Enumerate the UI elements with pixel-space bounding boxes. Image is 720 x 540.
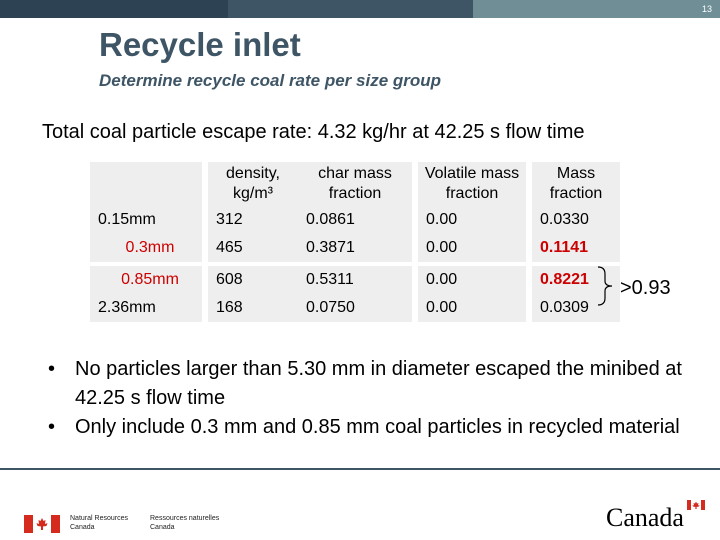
cell-density: 168 bbox=[202, 294, 298, 322]
canada-flag-icon bbox=[24, 515, 60, 533]
cell-mass-fraction: 0.0309 bbox=[526, 294, 620, 322]
footer-en-line: Natural Resources bbox=[70, 515, 128, 522]
header-density: density, kg/m³ bbox=[202, 162, 298, 206]
cell-size: 0.3mm bbox=[90, 234, 202, 262]
right-brace-icon bbox=[597, 266, 613, 306]
table-body: 0.15mm 312 0.0861 0.00 0.0330 0.3mm 465 0.3871 0… bbox=[90, 206, 620, 322]
header-bar-segment bbox=[228, 0, 473, 18]
header-bar-segment bbox=[0, 0, 228, 18]
cell-density: 312 bbox=[202, 206, 298, 234]
table-row: 2.36mm 168 0.0750 0.00 0.0309 bbox=[90, 294, 620, 322]
bullet-text: No particles larger than 5.30 mm in diam… bbox=[75, 358, 682, 409]
page-number: 13 bbox=[701, 4, 712, 14]
bullet-text: Only include 0.3 mm and 0.85 mm coal par… bbox=[75, 416, 680, 438]
cell-char-mass: 0.0861 bbox=[298, 206, 412, 234]
cell-size: 0.15mm bbox=[90, 206, 202, 234]
cell-density: 465 bbox=[202, 234, 298, 262]
cell-size: 0.85mm bbox=[90, 262, 202, 294]
table-row: 0.15mm 312 0.0861 0.00 0.0330 bbox=[90, 206, 620, 234]
footer-fr-line: Ressources naturelles bbox=[150, 515, 220, 522]
wordmark-flag-icon bbox=[687, 500, 705, 510]
footer-divider bbox=[0, 468, 720, 470]
table-row: 0.85mm 608 0.5311 0.00 0.8221 bbox=[90, 262, 620, 294]
slide-title: Recycle inlet bbox=[99, 26, 301, 63]
cell-mass-fraction: 0.1141 bbox=[526, 234, 620, 262]
header-mass-fraction: Mass fraction bbox=[526, 162, 620, 206]
header-volatile-mass: Volatile mass fraction bbox=[412, 162, 526, 206]
header-size bbox=[90, 162, 202, 206]
cell-volatile-mass: 0.00 bbox=[412, 206, 526, 234]
cell-mass-fraction: 0.8221 bbox=[526, 262, 620, 294]
cell-char-mass: 0.5311 bbox=[298, 262, 412, 294]
cell-size: 2.36mm bbox=[90, 294, 202, 322]
list-item: • No particles larger than 5.30 mm in di… bbox=[48, 355, 688, 413]
cell-density: 608 bbox=[202, 262, 298, 294]
header-char-mass: char mass fraction bbox=[298, 162, 412, 206]
footer-en-line: Canada bbox=[70, 524, 95, 531]
header-bar bbox=[0, 0, 720, 18]
footer-french-name: Ressources naturelles Canada bbox=[150, 514, 219, 532]
cell-mass-fraction: 0.0330 bbox=[526, 206, 620, 234]
canada-wordmark: Canada bbox=[606, 503, 684, 532]
combined-fraction-label: >0.93 bbox=[620, 277, 671, 299]
cell-volatile-mass: 0.00 bbox=[412, 234, 526, 262]
footer-english-name: Natural Resources Canada bbox=[70, 514, 128, 532]
bullet-list: • No particles larger than 5.30 mm in di… bbox=[48, 355, 688, 442]
list-item: • Only include 0.3 mm and 0.85 mm coal p… bbox=[48, 413, 688, 442]
cell-char-mass: 0.3871 bbox=[298, 234, 412, 262]
bullet-icon: • bbox=[48, 358, 56, 380]
cell-char-mass: 0.0750 bbox=[298, 294, 412, 322]
footer-fr-line: Canada bbox=[150, 524, 175, 531]
cell-volatile-mass: 0.00 bbox=[412, 294, 526, 322]
bullet-icon: • bbox=[48, 416, 56, 438]
escape-rate-summary: Total coal particle escape rate: 4.32 kg… bbox=[42, 121, 585, 143]
cell-volatile-mass: 0.00 bbox=[412, 262, 526, 294]
slide-subtitle: Determine recycle coal rate per size gro… bbox=[99, 71, 442, 90]
table-header-row: density, kg/m³ char mass fraction Volati… bbox=[90, 162, 620, 206]
table-row: 0.3mm 465 0.3871 0.00 0.1141 bbox=[90, 234, 620, 262]
header-bar-segment bbox=[473, 0, 720, 18]
size-group-table: density, kg/m³ char mass fraction Volati… bbox=[90, 162, 620, 322]
